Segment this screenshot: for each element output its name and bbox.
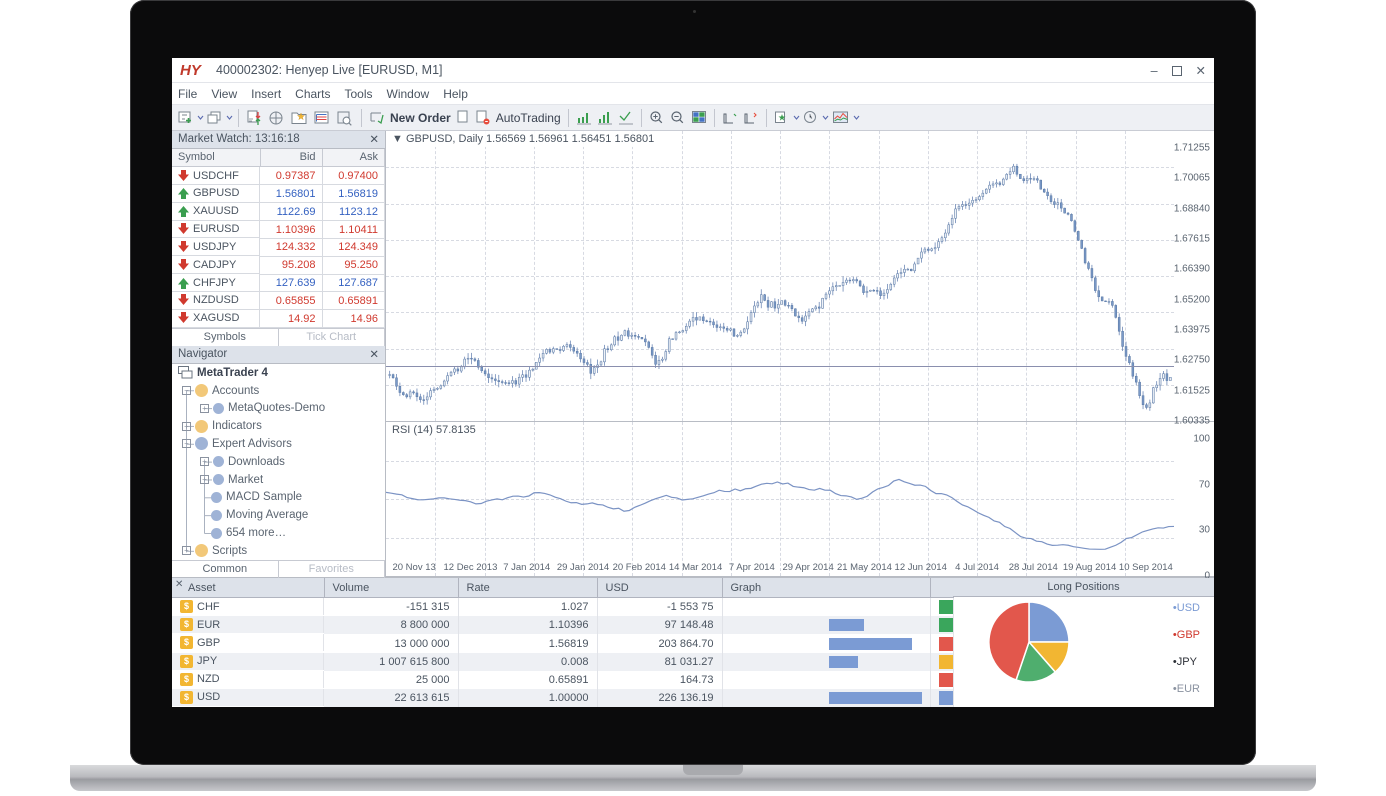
svg-text:HY: HY — [180, 63, 203, 77]
